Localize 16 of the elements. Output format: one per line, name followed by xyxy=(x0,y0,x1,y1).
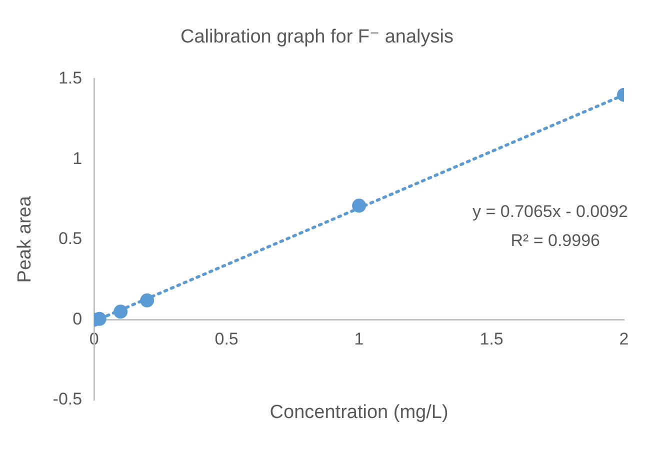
chart-title: Calibration graph for F⁻ analysis xyxy=(180,26,454,48)
x-tick-label: 1 xyxy=(354,330,364,349)
y-tick-label: 0.5 xyxy=(58,229,82,248)
x-tick-label: 1.5 xyxy=(480,330,504,349)
y-tick-label: 1 xyxy=(72,148,82,168)
x-tick-label: 2 xyxy=(619,330,629,349)
annotation: R² = 0.9996 xyxy=(510,231,600,250)
y-axis-title: Peak area xyxy=(14,196,36,283)
point xyxy=(114,304,128,319)
y-tick-label: 0 xyxy=(72,309,82,328)
y-tick-label: 1.5 xyxy=(58,68,82,88)
x-tick-label: 0.5 xyxy=(214,330,238,349)
y-tick-label: -0.5 xyxy=(52,390,82,409)
point xyxy=(140,293,154,308)
x-axis-title: Concentration (mg/L) xyxy=(270,402,448,423)
annotation: y = 0.7065x - 0.0092 xyxy=(472,202,628,221)
